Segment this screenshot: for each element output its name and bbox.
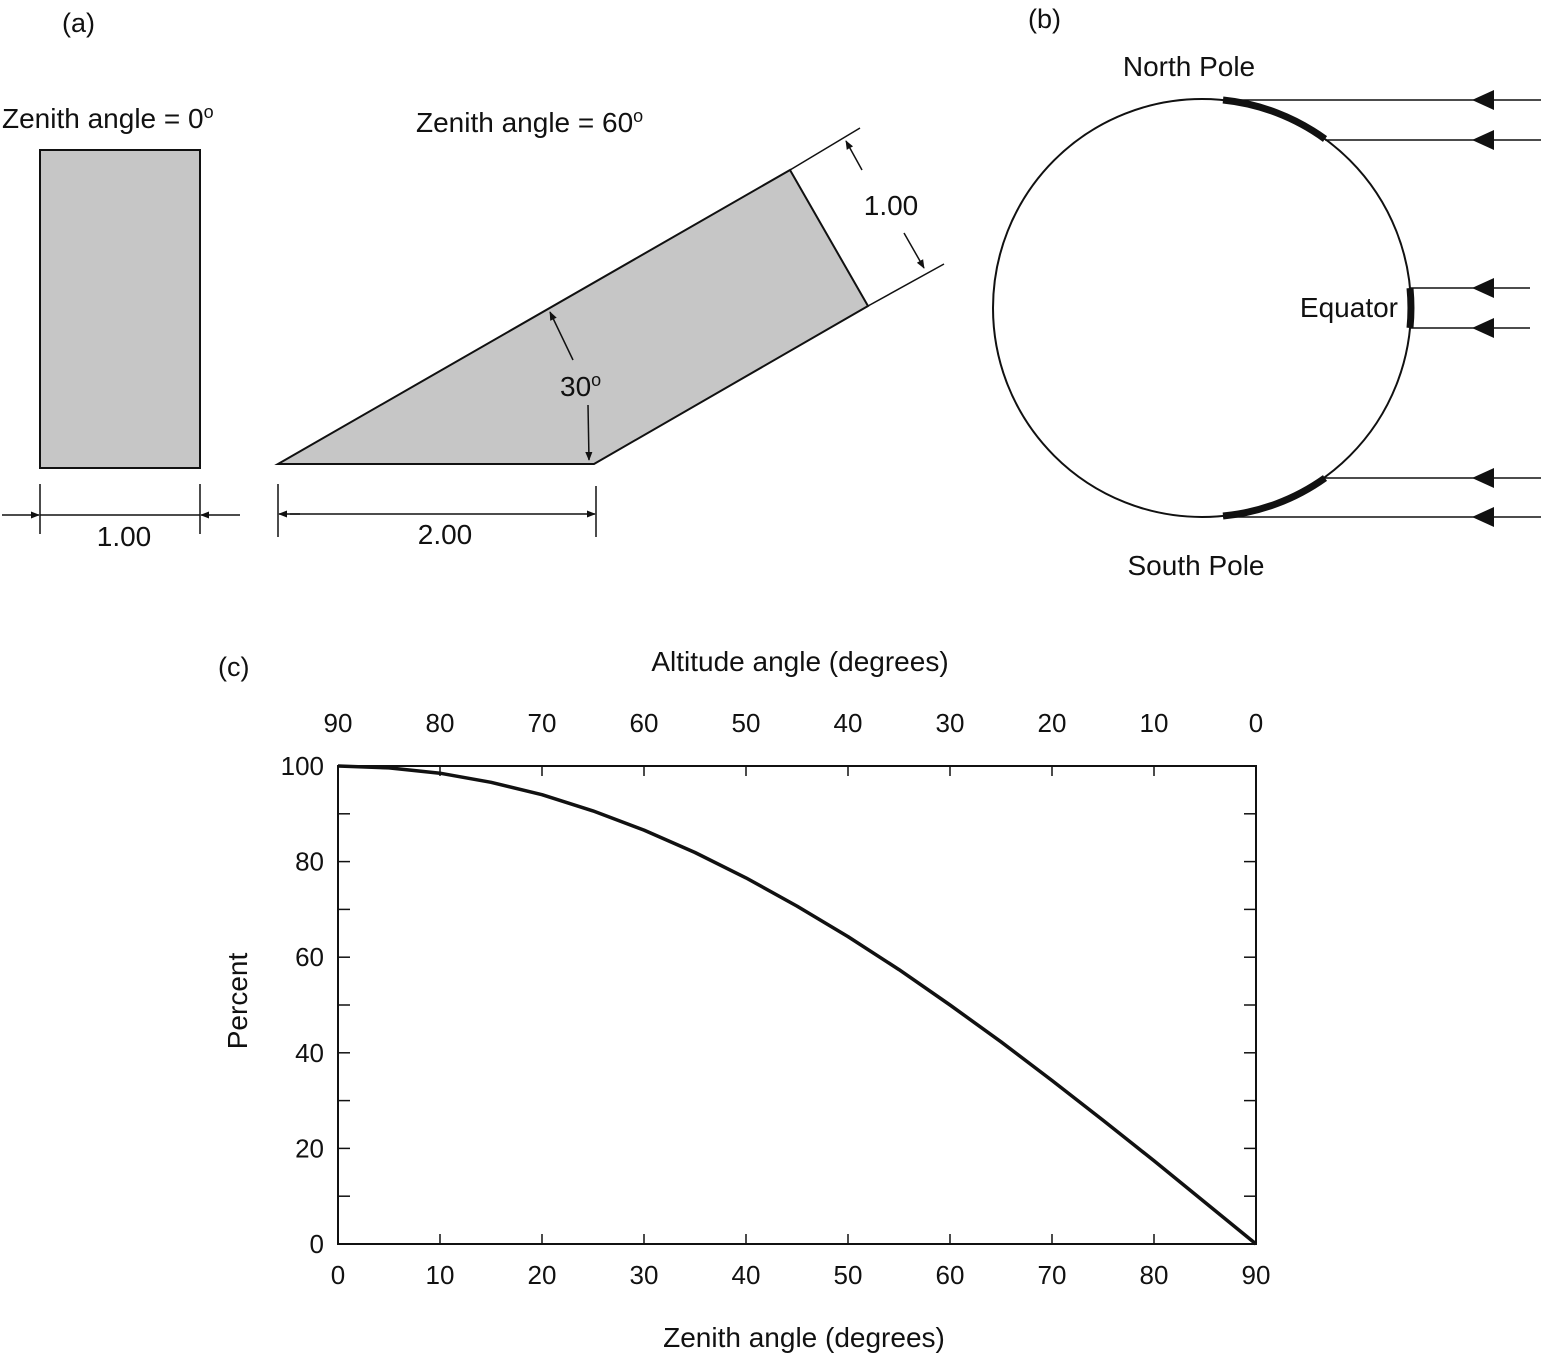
y-tick-label: 100 bbox=[281, 751, 324, 781]
ray-arrowhead-4 bbox=[1472, 318, 1494, 338]
angle-arrow-up bbox=[549, 311, 574, 361]
top-tick-label: 50 bbox=[732, 708, 761, 738]
ray-arrowhead-1 bbox=[1472, 90, 1494, 110]
x-tick-labels: 0 10 20 30 40 50 60 70 80 90 bbox=[331, 1260, 1271, 1290]
plot-frame bbox=[337, 765, 1257, 1245]
beam-edge-lower bbox=[867, 263, 945, 307]
x-tick-label: 20 bbox=[528, 1260, 557, 1290]
ray-arrowhead-5 bbox=[1472, 468, 1494, 488]
panel-a-label: (a) bbox=[62, 8, 95, 38]
top-tick-label: 20 bbox=[1038, 708, 1067, 738]
angle-label: 30o bbox=[560, 370, 601, 402]
vertical-beam-area bbox=[39, 149, 201, 469]
x-tick-label: 60 bbox=[936, 1260, 965, 1290]
x-tick-label: 10 bbox=[426, 1260, 455, 1290]
top-tick-label: 0 bbox=[1249, 708, 1263, 738]
south-pole-label: South Pole bbox=[1128, 550, 1265, 581]
y-ticks bbox=[338, 765, 1256, 1245]
y-tick-label: 40 bbox=[295, 1038, 324, 1068]
north-illuminated-arc bbox=[1222, 96, 1328, 142]
y-tick-label: 80 bbox=[295, 847, 324, 877]
x-tick-label: 30 bbox=[630, 1260, 659, 1290]
beam-width-label: 1.00 bbox=[864, 190, 919, 221]
top-tick-labels: 90 80 70 60 50 40 30 20 10 0 bbox=[324, 708, 1264, 738]
angle-arrow-down bbox=[585, 404, 593, 461]
ray-arrowheads bbox=[1472, 90, 1494, 527]
top-tick-label: 10 bbox=[1140, 708, 1169, 738]
oblique-beam-area bbox=[274, 168, 870, 465]
beam-width-arrow-down bbox=[903, 232, 925, 269]
x-ticks bbox=[337, 766, 1257, 1244]
x-tick-label: 50 bbox=[834, 1260, 863, 1290]
percent-curve bbox=[337, 764, 1258, 1246]
panel-c-chart: (c) Altitude angle (degrees) Zenith angl… bbox=[218, 646, 1270, 1353]
beam-edge-upper bbox=[789, 127, 861, 171]
base-length-label: 2.00 bbox=[418, 519, 473, 550]
x-tick-label: 80 bbox=[1140, 1260, 1169, 1290]
top-tick-label: 80 bbox=[426, 708, 455, 738]
panel-b: (b) North Pole South Pole Equator bbox=[992, 4, 1541, 581]
top-tick-label: 30 bbox=[936, 708, 965, 738]
width-label-1: 1.00 bbox=[97, 521, 152, 552]
ray-arrowhead-3 bbox=[1472, 278, 1494, 298]
top-tick-label: 60 bbox=[630, 708, 659, 738]
equator-label: Equator bbox=[1300, 292, 1398, 323]
top-tick-label: 70 bbox=[528, 708, 557, 738]
ray-arrowhead-2 bbox=[1472, 130, 1494, 150]
ray-arrowhead-6 bbox=[1472, 507, 1494, 527]
beam-width-arrow-up bbox=[845, 140, 863, 171]
x-tick-label: 0 bbox=[331, 1260, 345, 1290]
panel-a: (a) Zenith angle = 0o 1.00 Zenith angle … bbox=[2, 8, 945, 552]
south-illuminated-arc bbox=[1222, 475, 1328, 520]
y-tick-label: 0 bbox=[310, 1229, 324, 1259]
x-axis-title: Zenith angle (degrees) bbox=[663, 1322, 945, 1353]
series-layer bbox=[337, 764, 1258, 1246]
zenith-0-title: Zenith angle = 0o bbox=[2, 102, 214, 134]
x-tick-label: 40 bbox=[732, 1260, 761, 1290]
y-tick-labels: 0 20 40 60 80 100 bbox=[281, 751, 324, 1259]
panel-c-label: (c) bbox=[218, 652, 249, 682]
north-pole-label: North Pole bbox=[1123, 51, 1255, 82]
x-tick-label: 70 bbox=[1038, 1260, 1067, 1290]
x-tick-label: 90 bbox=[1242, 1260, 1271, 1290]
equator-illuminated-arc bbox=[1406, 287, 1415, 329]
top-tick-label: 90 bbox=[324, 708, 353, 738]
y-tick-label: 60 bbox=[295, 942, 324, 972]
y-axis-title: Percent bbox=[222, 953, 253, 1050]
y-tick-label: 20 bbox=[295, 1133, 324, 1163]
top-axis-title: Altitude angle (degrees) bbox=[651, 646, 948, 677]
top-tick-label: 40 bbox=[834, 708, 863, 738]
panel-b-label: (b) bbox=[1028, 4, 1061, 34]
zenith-60-title: Zenith angle = 60o bbox=[416, 106, 643, 138]
